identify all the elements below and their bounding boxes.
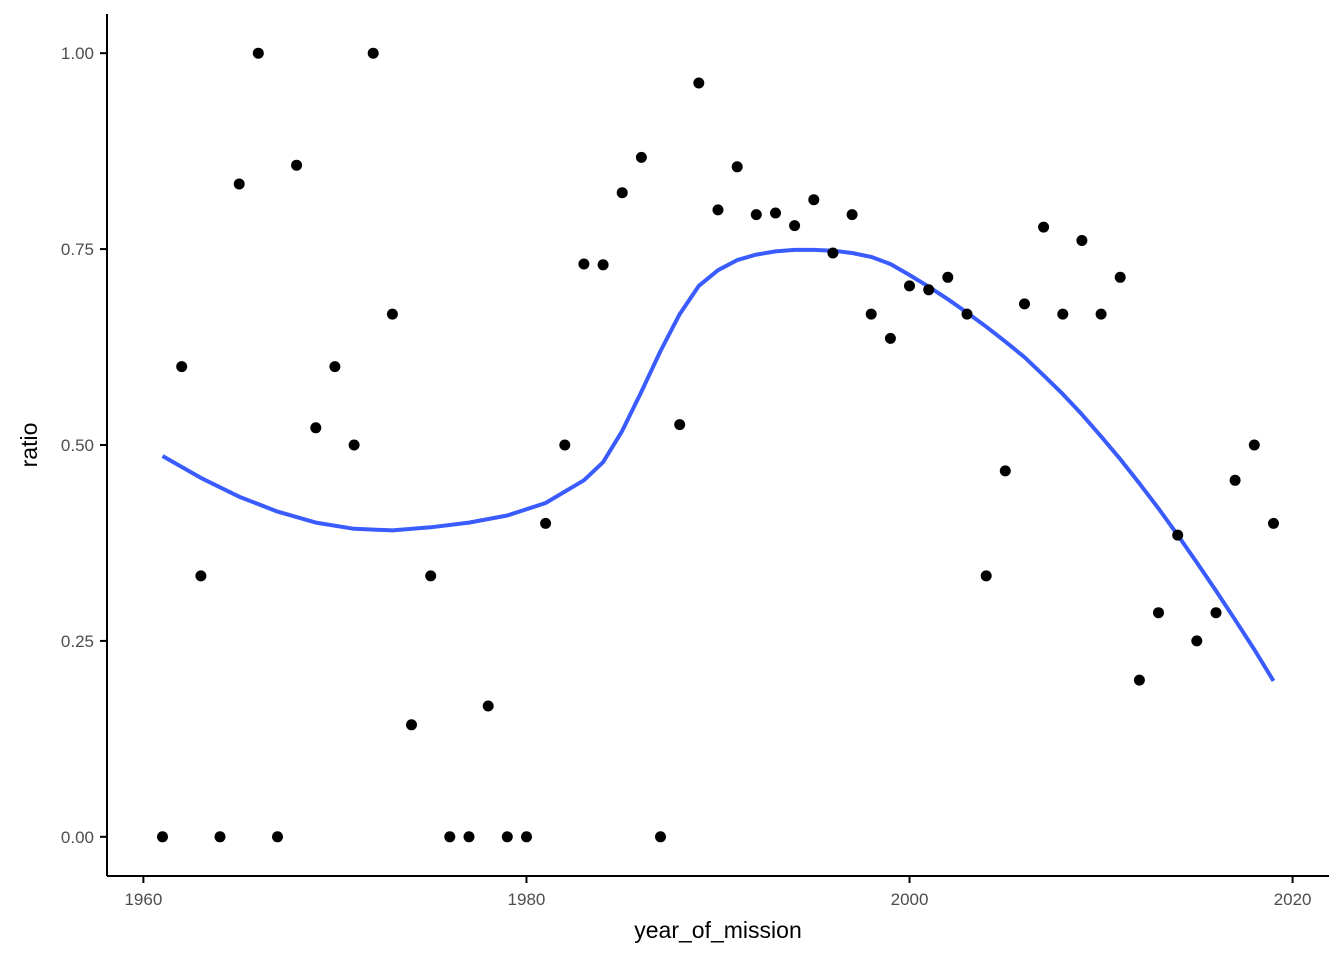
data-point xyxy=(1076,235,1088,246)
data-point xyxy=(655,831,666,843)
data-point xyxy=(1191,635,1203,647)
data-point xyxy=(272,831,283,843)
data-point xyxy=(291,159,303,171)
data-point xyxy=(329,361,341,373)
data-point xyxy=(865,308,877,320)
data-point xyxy=(425,570,437,582)
data-point xyxy=(214,831,226,843)
data-point xyxy=(559,439,571,451)
trend-layer xyxy=(161,247,1276,682)
x-axis-title: year_of_mission xyxy=(634,917,801,943)
data-point xyxy=(827,247,839,259)
data-point xyxy=(540,517,552,529)
data-point xyxy=(195,570,207,582)
data-point xyxy=(157,831,168,843)
data-point xyxy=(578,258,590,270)
y-tick-label: 1.00 xyxy=(61,44,94,63)
data-point xyxy=(789,220,801,232)
data-point xyxy=(904,280,915,292)
data-point xyxy=(233,178,245,190)
data-point xyxy=(693,77,705,89)
data-point xyxy=(482,700,494,712)
data-point xyxy=(252,47,264,59)
data-point xyxy=(731,161,743,173)
data-point xyxy=(1133,674,1145,686)
data-point xyxy=(1057,308,1069,320)
data-point xyxy=(712,204,724,216)
y-axis-ticks: 0.00 0.25 0.50 0.75 1.00 xyxy=(61,44,107,847)
data-point xyxy=(444,831,456,843)
data-point xyxy=(176,361,188,373)
trend-line xyxy=(161,247,1276,682)
data-point xyxy=(808,194,820,206)
x-axis-ticks: 1960 1980 2000 2020 xyxy=(124,876,1312,909)
y-tick-label: 0.75 xyxy=(61,240,94,259)
y-tick-label: 0.25 xyxy=(61,632,94,651)
data-point xyxy=(1248,439,1260,451)
data-point xyxy=(521,831,532,843)
y-tick-label: 0.00 xyxy=(61,828,94,847)
data-point xyxy=(846,209,858,221)
data-point xyxy=(406,719,417,731)
data-point xyxy=(310,422,322,434)
data-point xyxy=(635,151,647,163)
data-point xyxy=(616,187,628,199)
data-point xyxy=(1172,529,1184,541)
data-point xyxy=(501,831,513,843)
data-point xyxy=(1153,607,1164,619)
data-point xyxy=(980,570,992,582)
data-point xyxy=(1229,474,1241,486)
data-point xyxy=(1095,308,1107,320)
data-point xyxy=(750,209,762,221)
data-point xyxy=(1114,271,1126,283)
data-point xyxy=(367,47,379,59)
data-point xyxy=(884,332,896,344)
data-point xyxy=(348,439,360,451)
data-point xyxy=(597,259,609,271)
data-point xyxy=(1038,221,1050,233)
data-point xyxy=(770,207,781,219)
x-tick-label: 2000 xyxy=(891,890,929,909)
x-tick-label: 1960 xyxy=(124,890,162,909)
data-point xyxy=(1210,607,1222,619)
data-point xyxy=(463,831,475,843)
points-layer xyxy=(157,47,1279,843)
data-point xyxy=(923,284,935,296)
data-point xyxy=(942,271,954,283)
data-point xyxy=(999,465,1011,477)
y-axis-title: ratio xyxy=(16,423,42,468)
data-point xyxy=(961,308,973,320)
y-tick-label: 0.50 xyxy=(61,436,94,455)
data-point xyxy=(1019,298,1030,310)
x-tick-label: 1980 xyxy=(508,890,546,909)
data-point xyxy=(674,419,686,431)
x-tick-label: 2020 xyxy=(1274,890,1312,909)
data-point xyxy=(1268,517,1279,529)
data-point xyxy=(386,308,398,320)
